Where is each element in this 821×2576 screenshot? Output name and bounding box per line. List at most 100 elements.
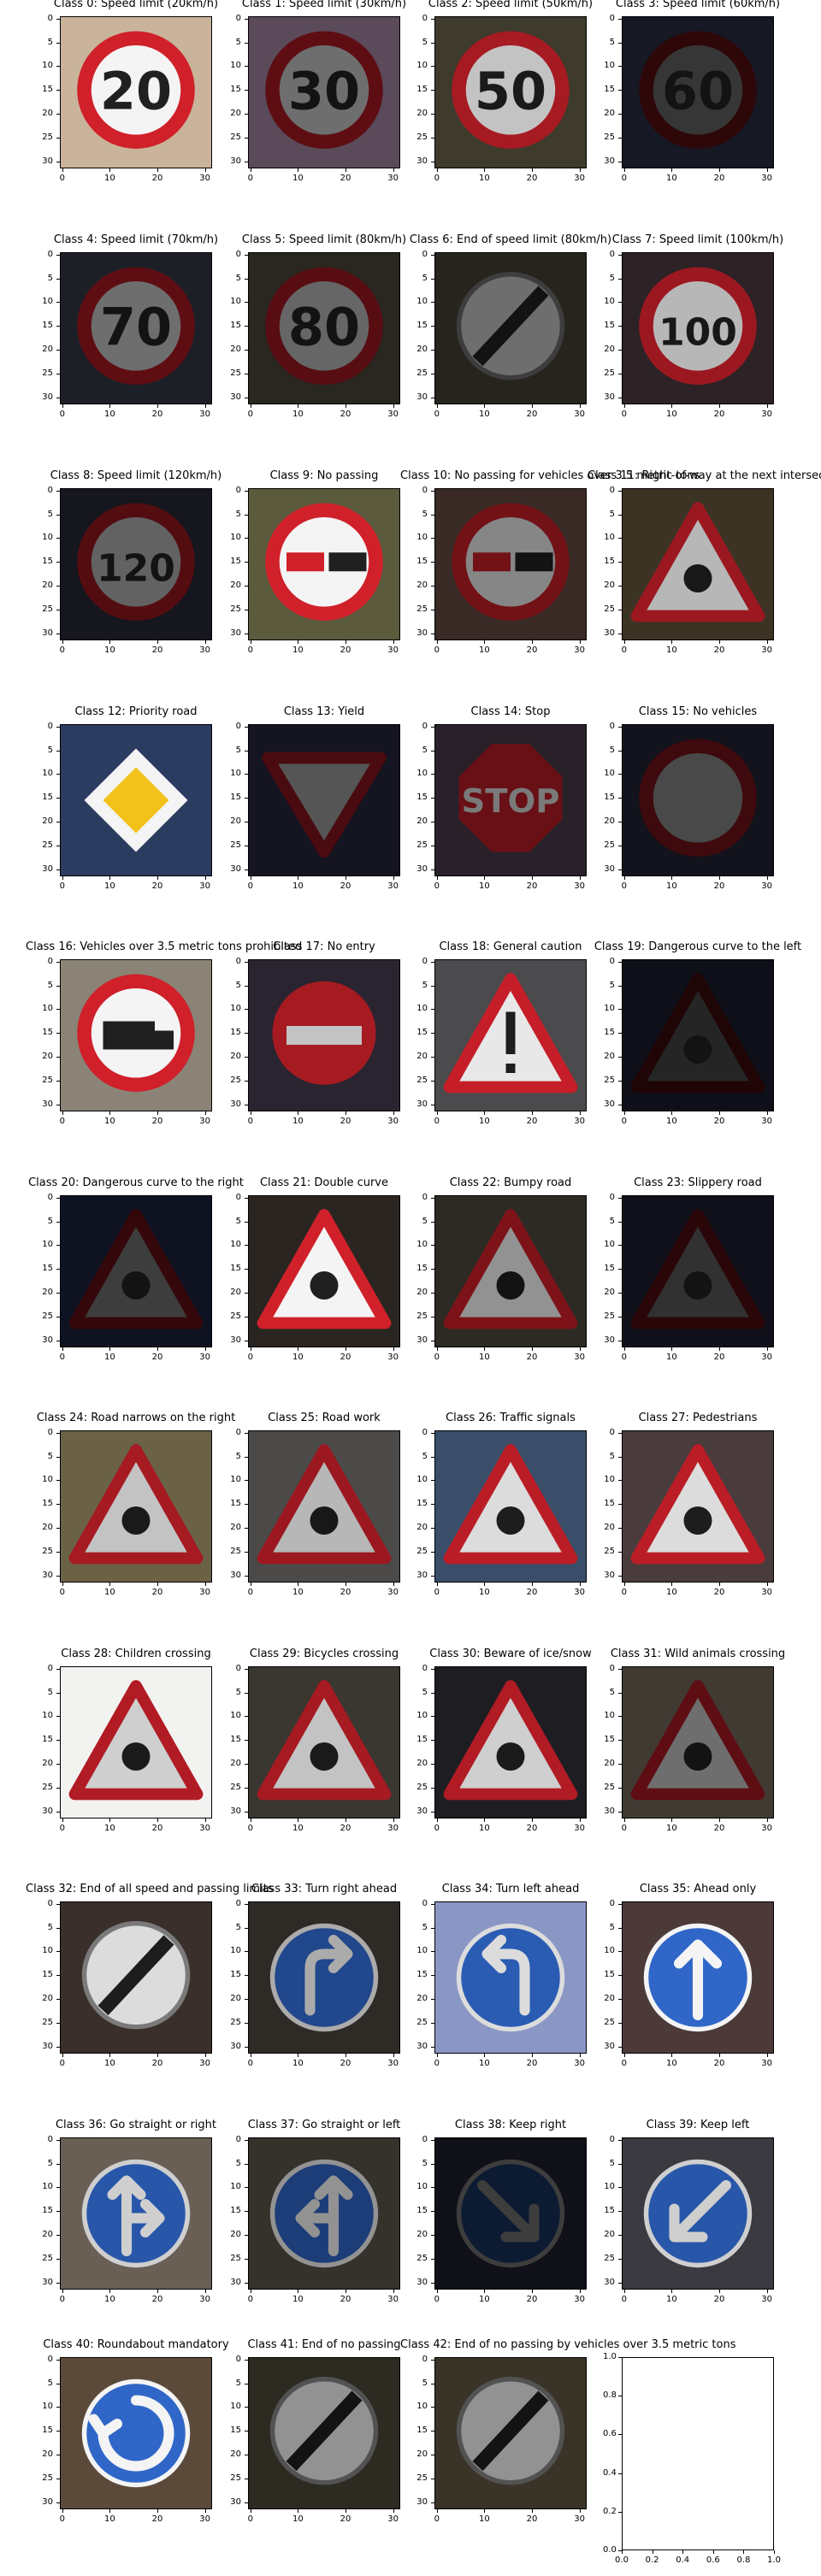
sign-graphic xyxy=(81,1921,191,2030)
image-panel: Class 33: Turn right ahead 0 5 10 15 20 25 30 0 1… xyxy=(230,1883,400,2068)
y-tick-mark xyxy=(245,1293,248,1294)
panel-title: Class 34: Turn left ahead xyxy=(441,1883,580,1895)
y-tick-mark xyxy=(245,1245,248,1247)
x-tick-label: 10 xyxy=(479,881,490,891)
y-tick-mark xyxy=(431,1551,434,1553)
y-tick-label: 15 xyxy=(42,1264,53,1274)
y-tick-mark xyxy=(56,586,60,587)
image-panel: Class 42: End of no passing by vehicles … xyxy=(400,2338,735,2524)
y-tick-label: 30 xyxy=(604,156,615,166)
y-tick-mark xyxy=(431,1999,434,2001)
x-tick-mark xyxy=(579,1347,581,1351)
x-tick-mark xyxy=(157,876,159,880)
y-tick-label: 30 xyxy=(604,864,615,874)
y-tick-label: 10 xyxy=(42,1004,53,1014)
x-tick-mark xyxy=(393,640,394,644)
sign-image xyxy=(248,2357,400,2509)
image-panel: Class 29: Bicycles crossing 0 5 10 15 20 25 30 0… xyxy=(230,1648,400,1833)
x-tick-mark xyxy=(719,1111,721,1115)
y-tick-mark xyxy=(56,1927,60,1929)
x-tick-label: 30 xyxy=(761,645,773,655)
y-tick-label: 15 xyxy=(230,2426,241,2436)
y-tick-mark xyxy=(618,961,622,963)
y-tick-mark xyxy=(618,1551,622,1553)
image-panel: Class 27: Pedestrians 0 5 10 15 20 25 30 0 10 20 30 xyxy=(604,1412,774,1597)
image-panel: Class 2: Speed limit (50km/h) 50 0 5 10 15 20 2… xyxy=(416,0,593,183)
y-tick-mark xyxy=(431,2046,434,2048)
panel-title: Class 11: Right-of-way at the next inter… xyxy=(588,469,821,482)
y-tick-label: 5 xyxy=(609,745,615,755)
y-tick-label: 30 xyxy=(230,2041,241,2051)
y-tick-mark xyxy=(245,2022,248,2024)
y-tick-label: 20 xyxy=(416,816,428,827)
x-tick-mark xyxy=(484,640,486,644)
y-tick-label: 10 xyxy=(42,2182,53,2192)
y-tick-mark xyxy=(56,1575,60,1577)
y-tick-mark xyxy=(245,985,248,987)
x-tick-label: 0 xyxy=(621,2059,627,2068)
y-tick-mark xyxy=(56,2139,60,2141)
y-tick-mark xyxy=(245,750,248,752)
y-tick-label: 10 xyxy=(604,1240,615,1250)
x-tick-mark xyxy=(579,404,581,408)
x-tick-mark xyxy=(393,168,394,172)
y-tick-mark xyxy=(618,1057,622,1058)
y-tick-mark xyxy=(431,90,434,91)
y-tick-label: 10 xyxy=(42,1240,53,1250)
x-tick-mark xyxy=(532,2290,534,2293)
y-tick-label: 10 xyxy=(42,2402,53,2412)
y-tick-label: 30 xyxy=(604,2277,615,2287)
x-tick-mark xyxy=(436,876,438,880)
x-tick-label: 30 xyxy=(761,1117,773,1126)
sign-graphic: STOP xyxy=(458,744,563,852)
y-tick-mark xyxy=(245,137,248,139)
y-tick-label: 30 xyxy=(416,392,428,402)
y-tick-mark xyxy=(618,1221,622,1223)
x-tick-mark xyxy=(436,1819,438,1822)
y-tick-label: 20 xyxy=(230,816,241,827)
y-tick-mark xyxy=(56,2359,60,2361)
sign-graphic xyxy=(452,503,570,621)
y-tick-mark xyxy=(56,1764,60,1765)
panel-title: Class 31: Wild animals crossing xyxy=(610,1648,786,1660)
x-tick-label: 10 xyxy=(104,174,115,183)
y-tick-label: 30 xyxy=(42,1570,53,1580)
y-tick-mark xyxy=(245,1740,248,1742)
x-tick-mark xyxy=(484,1111,486,1115)
x-tick-label: 30 xyxy=(387,410,399,419)
x-tick-label: 30 xyxy=(199,1588,211,1597)
y-tick-label: 30 xyxy=(604,1806,615,1816)
x-tick-label: 0 xyxy=(434,645,440,655)
x-tick-label: 10 xyxy=(666,2295,677,2304)
y-tick-mark xyxy=(431,1975,434,1977)
panel-title: Class 41: End of no passing xyxy=(247,2338,401,2351)
y-tick-mark xyxy=(245,2359,248,2361)
y-tick-label: 25 xyxy=(604,840,615,850)
x-tick-mark xyxy=(484,1347,486,1351)
sign-graphic xyxy=(81,2379,191,2488)
image-panel: Class 15: No vehicles 0 5 10 15 20 25 30 0 10 20 30 xyxy=(604,705,774,891)
y-tick-label: 30 xyxy=(42,2041,53,2051)
y-tick-mark xyxy=(431,1692,434,1694)
y-tick-mark xyxy=(245,90,248,91)
y-tick-mark xyxy=(618,1480,622,1482)
x-tick-mark xyxy=(204,2290,206,2293)
x-tick-label: 20 xyxy=(151,1824,163,1833)
y-tick-mark xyxy=(431,1903,434,1905)
x-tick-mark xyxy=(623,1583,625,1586)
x-tick-mark xyxy=(393,1583,394,1586)
y-tick-mark xyxy=(245,1787,248,1789)
image-panel: Class 12: Priority road 0 5 10 15 20 25 30 0 10 20… xyxy=(42,705,212,891)
x-tick-label: 10 xyxy=(666,174,677,183)
y-tick-label: 0.0 xyxy=(603,2545,617,2555)
y-tick-mark xyxy=(431,538,434,539)
y-tick-mark xyxy=(56,1057,60,1058)
y-tick-label: 5 xyxy=(235,1922,241,1932)
y-tick-label: 0 xyxy=(609,721,615,731)
y-tick-label: 30 xyxy=(42,864,53,874)
x-tick-mark xyxy=(436,1111,438,1115)
y-tick-mark xyxy=(431,254,434,256)
y-tick-label: 30 xyxy=(42,1099,53,1109)
y-tick-label: 5 xyxy=(609,1451,615,1461)
x-tick-mark xyxy=(766,168,768,172)
